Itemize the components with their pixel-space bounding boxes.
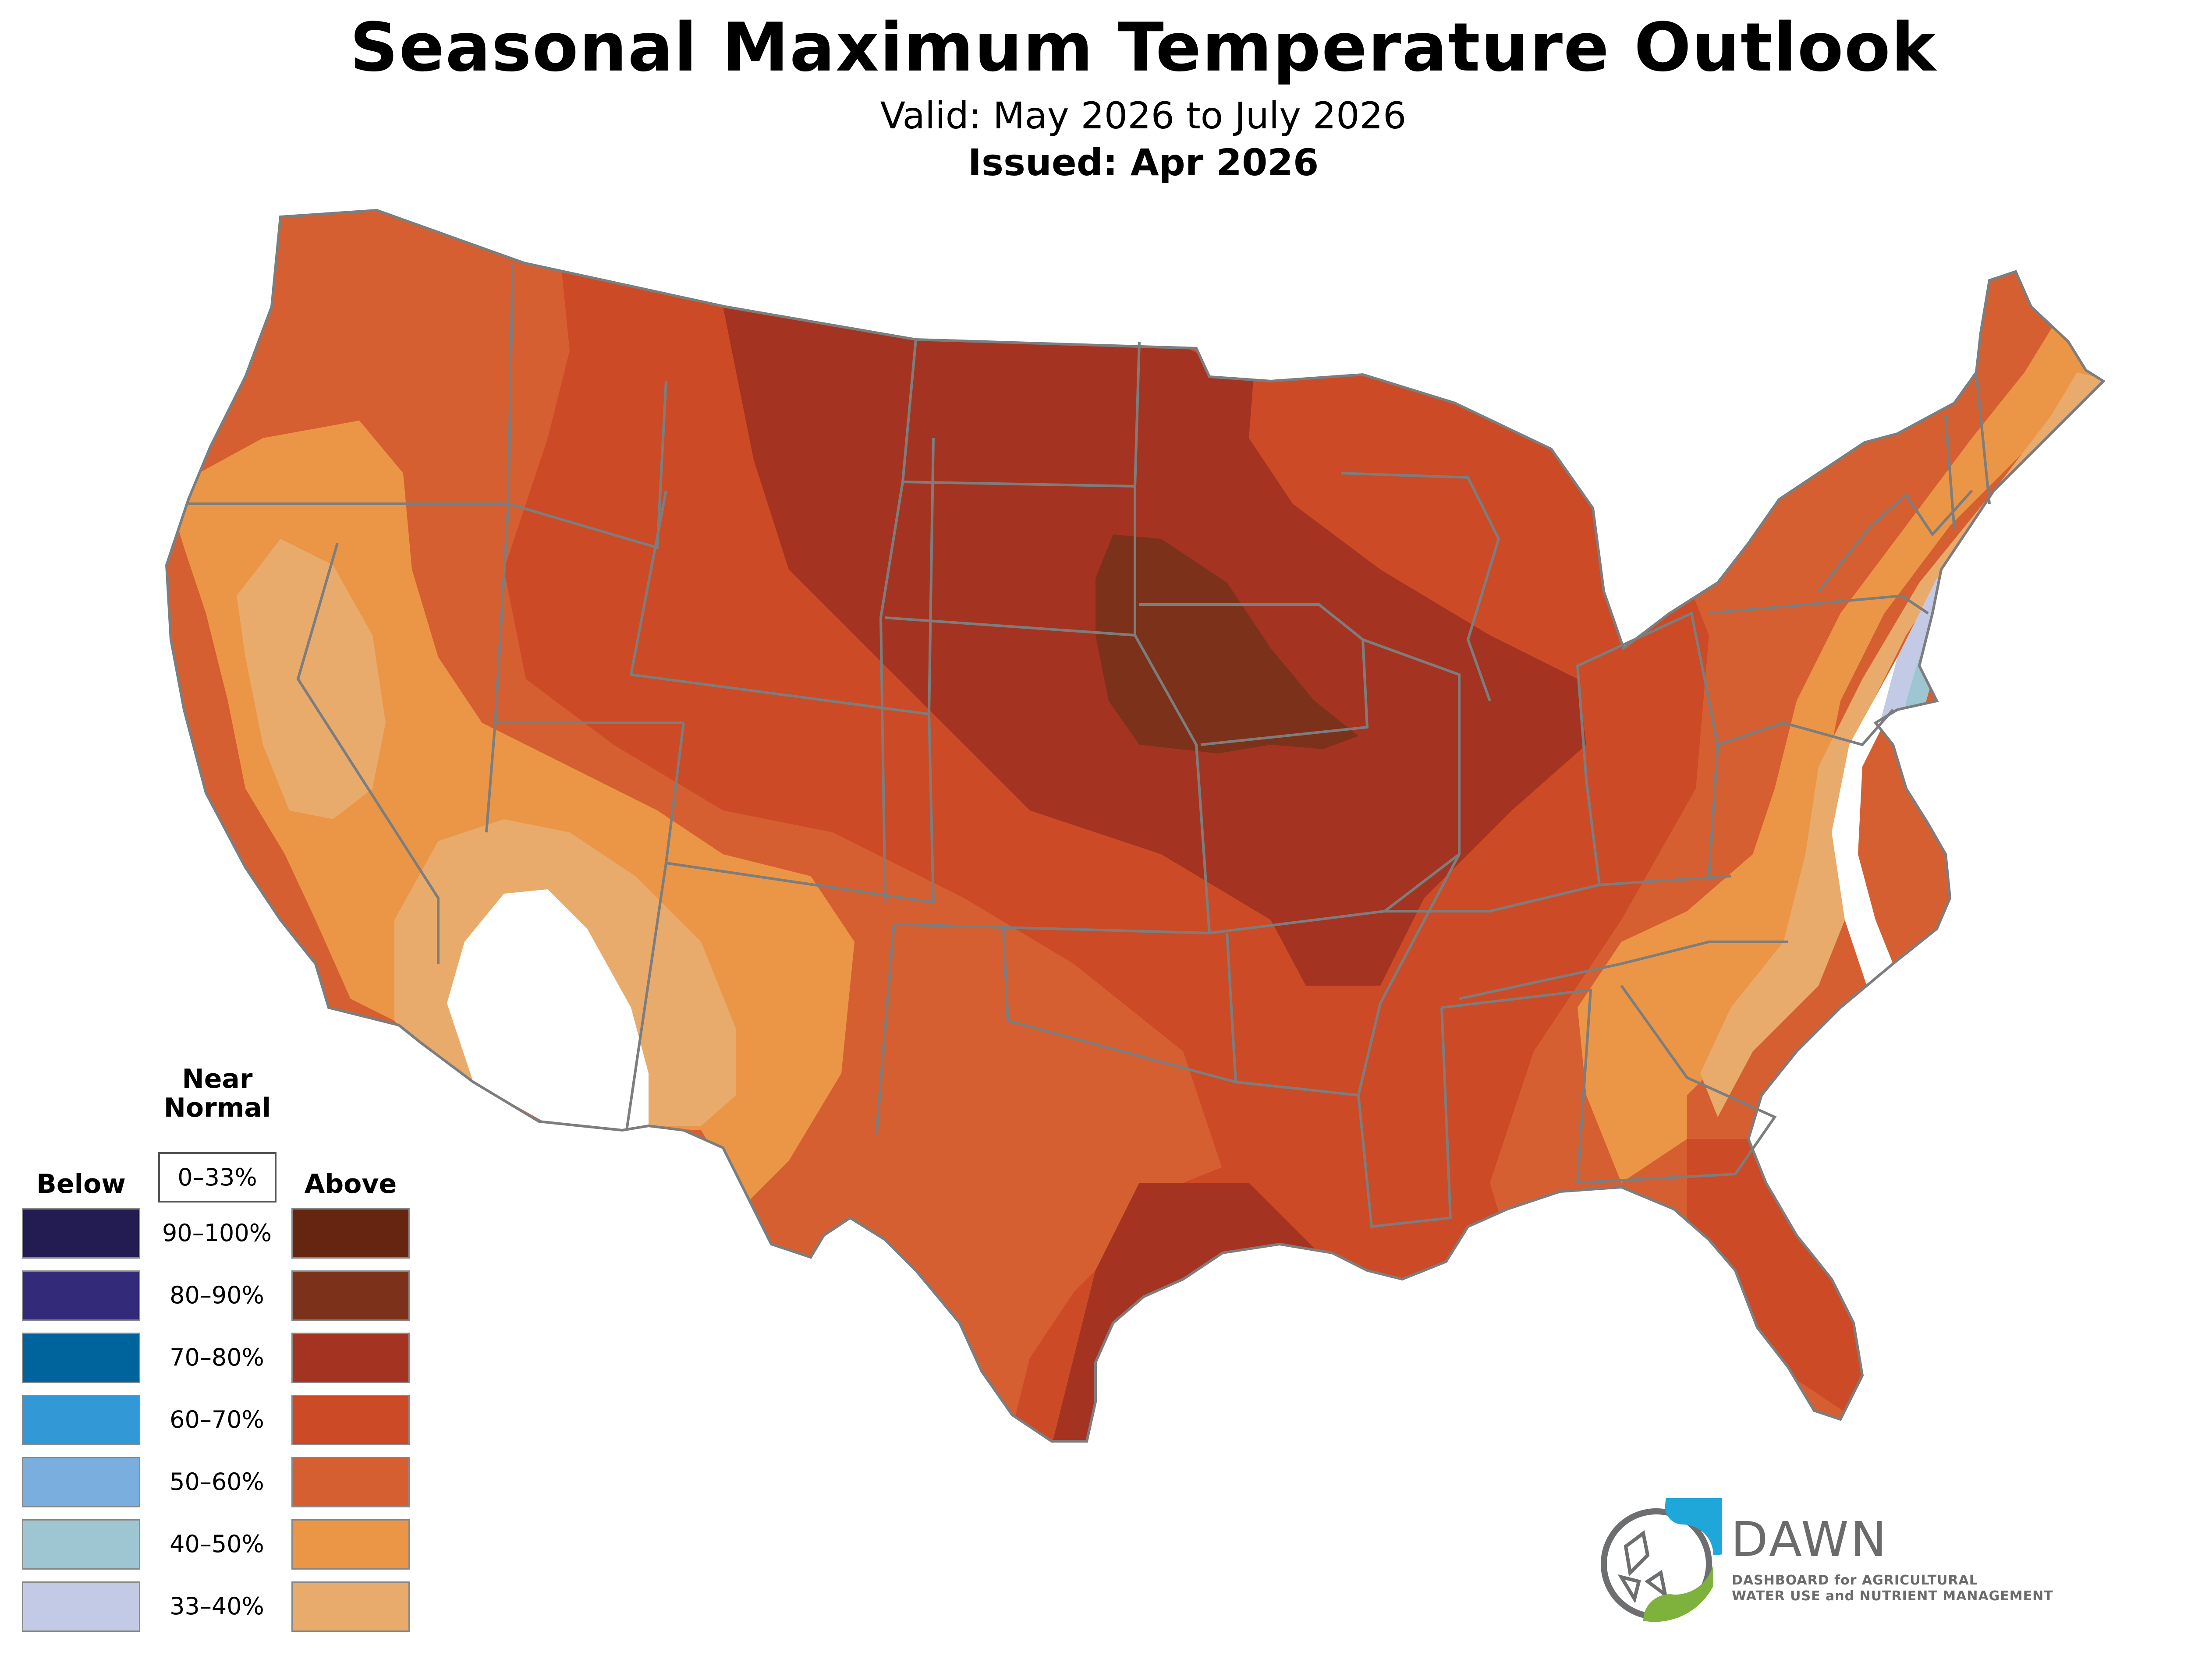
valid-period: Valid: May 2026 to July 2026: [880, 94, 1407, 137]
legend-above-swatch: [291, 1519, 410, 1570]
legend-range-label: 70–80%: [170, 1344, 264, 1371]
legend-below-swatch: [22, 1395, 140, 1445]
dawn-logo-tagline: DASHBOARD for AGRICULTURAL WATER USE and…: [1732, 1573, 2053, 1604]
legend-above-label: Above: [304, 1169, 397, 1199]
legend-below-swatch: [22, 1519, 140, 1570]
legend-range-label: 60–70%: [170, 1406, 264, 1433]
legend-range-label: 80–90%: [170, 1281, 264, 1309]
legend-above-swatch: [291, 1333, 410, 1383]
legend-below-label: Below: [36, 1169, 126, 1199]
legend-near-normal-label: Near Normal: [163, 1064, 271, 1123]
legend-above-swatch: [291, 1208, 410, 1259]
legend-below-swatch: [22, 1270, 140, 1321]
legend-near-normal-range: 0–33%: [158, 1152, 277, 1203]
issued-date: Issued: Apr 2026: [968, 141, 1319, 184]
legend-below-swatch: [22, 1457, 140, 1507]
dawn-logo-icon: [1601, 1498, 1722, 1622]
legend-below-swatch: [22, 1581, 140, 1632]
map-title: Seasonal Maximum Temperature Outlook: [350, 9, 1937, 87]
legend-below-swatch: [22, 1208, 140, 1259]
legend-below-swatch: [22, 1333, 140, 1383]
legend-above-swatch: [291, 1457, 410, 1507]
dawn-logo-name: DAWN: [1731, 1511, 1889, 1567]
legend-range-label: 33–40%: [170, 1592, 264, 1620]
legend-range-label: 40–50%: [170, 1530, 264, 1558]
legend-above-swatch: [291, 1395, 410, 1445]
legend-above-swatch: [291, 1581, 410, 1632]
state-boundaries: [167, 210, 2103, 1441]
legend-range-label: 50–60%: [170, 1468, 264, 1496]
legend-range-label: 90–100%: [162, 1219, 272, 1247]
legend-above-swatch: [291, 1270, 410, 1321]
